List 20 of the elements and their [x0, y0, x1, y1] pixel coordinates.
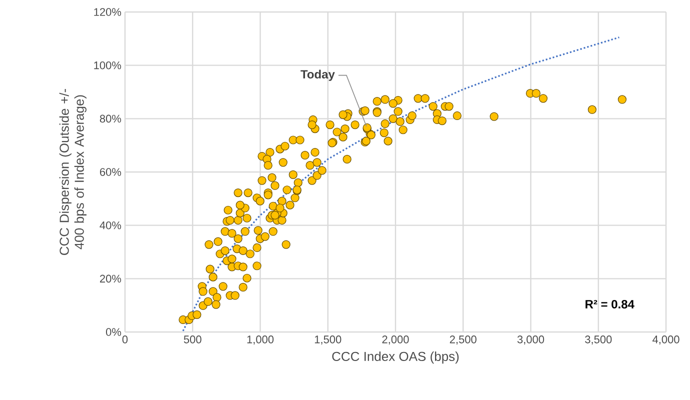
- annotation: Today: [300, 70, 335, 81]
- x-tick-label: 1,500: [314, 336, 342, 345]
- x-tick-label: 4,000: [652, 336, 680, 345]
- annotation: R² = 0.84: [586, 300, 634, 308]
- x-tick-label: 1,000: [247, 336, 274, 345]
- y-tick-label: 60%: [100, 168, 122, 176]
- x-tick-label: 500: [184, 336, 202, 344]
- y-tick-label: 20%: [100, 274, 122, 283]
- x-tick-label: 2,500: [450, 336, 476, 345]
- x-tick-label: 3,500: [585, 336, 612, 345]
- y-tick-label: 100%: [94, 61, 122, 70]
- y-tick-label: 0%: [106, 328, 122, 336]
- y-tick-label: 80%: [100, 114, 122, 123]
- y-tick-label: 40%: [100, 221, 122, 230]
- x-tick-label: 2,000: [382, 336, 409, 345]
- y-axis-title: CCC Dispersion (Outside +/- 400 bps of Index Average): [59, 89, 86, 255]
- x-axis-title: CCC Index OAS (bps): [332, 351, 459, 364]
- x-tick-label: 3,000: [517, 336, 544, 345]
- y-tick-label: 120%: [94, 8, 122, 16]
- x-tick-label: 0: [122, 336, 128, 344]
